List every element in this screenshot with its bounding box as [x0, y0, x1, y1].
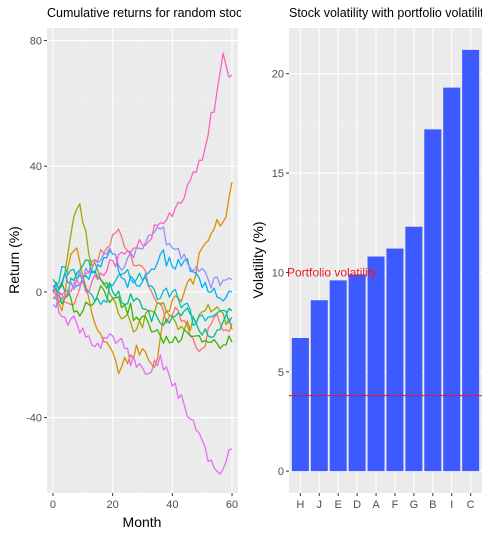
volatility-bar — [310, 300, 328, 472]
right-chart-title: Stock volatility with portfolio volatili… — [289, 6, 489, 20]
volatility-bar — [386, 248, 404, 472]
volatility-bar — [424, 129, 442, 472]
portfolio-annotation: Portfolio volatility — [287, 265, 482, 397]
right-x-tick-label: A — [372, 499, 380, 511]
cumulative-returns-chart: Cumulative returns for random stocks 0 20… — [6, 6, 255, 530]
left-y-tick-label: 80 — [30, 36, 42, 48]
left-x-tick-label: 40 — [166, 499, 178, 511]
left-y-tick-label: -40 — [26, 413, 42, 425]
volatility-bar — [462, 49, 480, 472]
volatility-bars — [291, 49, 480, 472]
left-y-axis-title: Return (%) — [6, 226, 22, 294]
left-x-tick-label: 0 — [50, 499, 56, 511]
right-y-tick-label: 0 — [278, 466, 284, 478]
right-y-axis-title: Volatility (%) — [250, 221, 266, 298]
right-x-tick-label: C — [467, 499, 475, 511]
right-x-tick-label: B — [429, 499, 436, 511]
portfolio-volatility-label: Portfolio volatility — [287, 265, 377, 279]
left-x-tick-label: 60 — [226, 499, 238, 511]
right-y-tick-label: 20 — [272, 69, 284, 81]
right-x-tick-label: J — [317, 499, 323, 511]
right-y-tick-label: 5 — [278, 367, 284, 379]
return-series-line — [52, 52, 233, 299]
return-series-line — [52, 181, 233, 375]
volatility-bar — [367, 256, 385, 472]
volatility-bar — [443, 87, 461, 472]
volatility-bar — [405, 226, 423, 472]
right-x-tick-label: D — [353, 499, 361, 511]
left-y-tick-label: 40 — [30, 161, 42, 173]
left-axes: 0 20 40 60 -40 0 40 80 — [26, 36, 238, 511]
return-series-line — [52, 249, 233, 302]
right-y-tick-label: 10 — [272, 267, 284, 279]
left-x-axis-title: Month — [123, 514, 162, 530]
return-series-line — [52, 259, 233, 339]
right-x-tick-label: I — [450, 499, 453, 511]
return-series-line — [52, 279, 233, 350]
right-axes: 0 5 10 15 20 H J E D A F G B I C — [272, 69, 475, 511]
left-gridlines — [47, 28, 238, 493]
volatility-bar — [291, 338, 309, 472]
right-x-tick-label: G — [410, 499, 419, 511]
right-x-tick-label: F — [392, 499, 399, 511]
return-series-line — [52, 203, 233, 333]
right-y-tick-label: 15 — [272, 168, 284, 180]
volatility-bar — [348, 274, 366, 472]
return-series-line — [52, 294, 233, 475]
left-x-tick-label: 20 — [107, 499, 119, 511]
right-x-tick-label: H — [296, 499, 304, 511]
right-x-tick-label: E — [335, 499, 342, 511]
left-chart-title: Cumulative returns for random stocks — [47, 6, 255, 20]
volatility-bar — [329, 280, 347, 472]
left-y-tick-label: 0 — [36, 287, 42, 299]
volatility-bar-chart: Stock volatility with portfolio volatili… — [250, 6, 489, 511]
return-series-lines — [52, 52, 233, 475]
